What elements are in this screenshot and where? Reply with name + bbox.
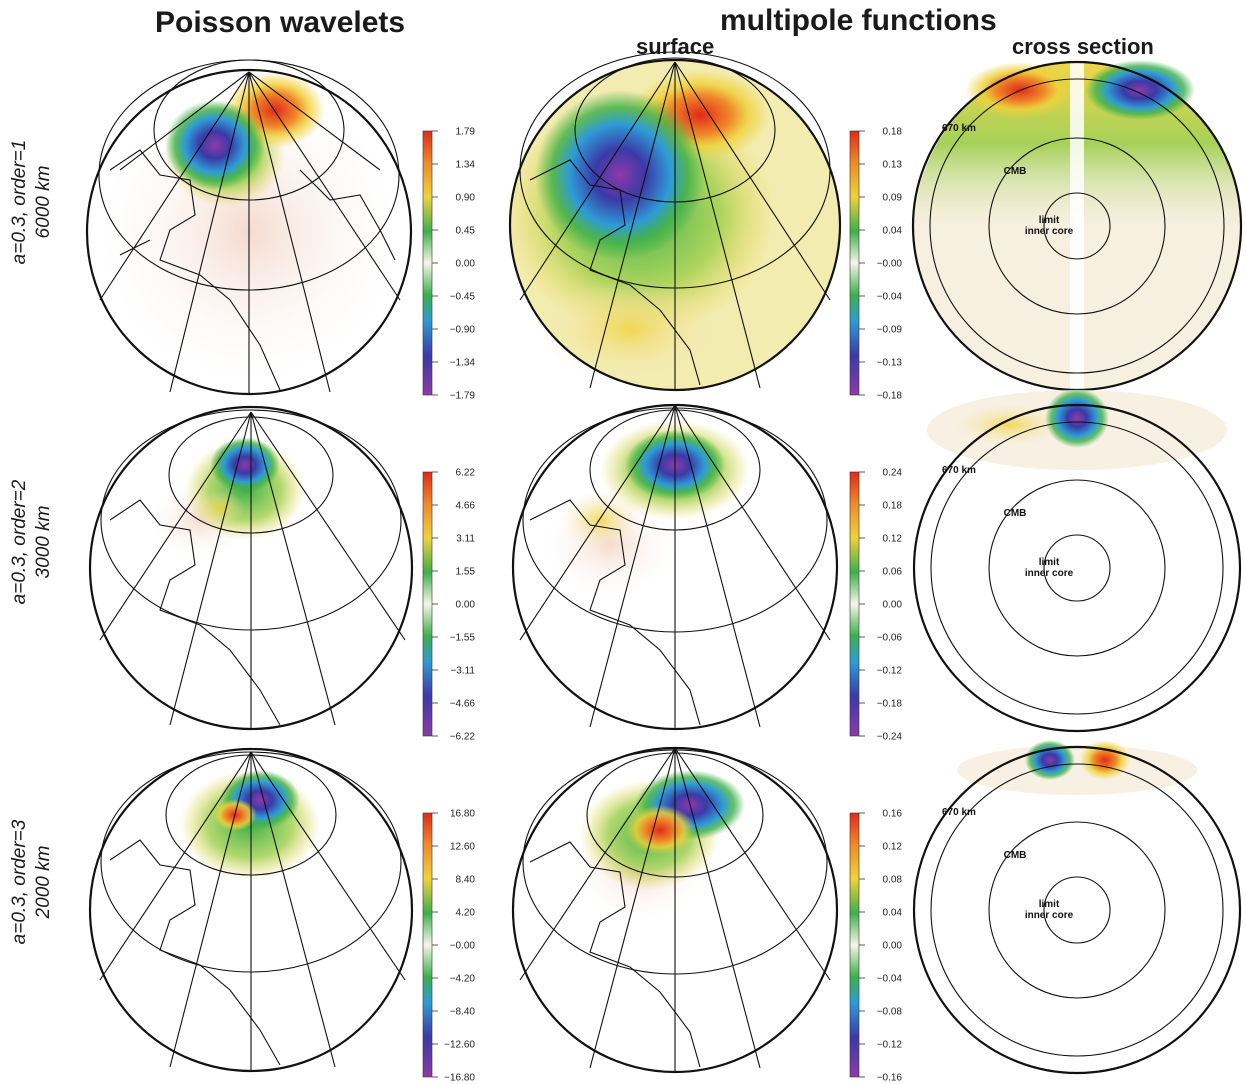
surface-title: surface — [636, 34, 715, 59]
colorbar-tick-label: −0.90 — [450, 325, 476, 336]
wavelet-globe-row2 — [88, 405, 414, 731]
wavelet-colorbar-row3: 16.80 12.60 8.40 4.20 −0.00 −4.20 −8.40 −12.60 −… — [422, 809, 476, 1084]
wavelet-globe-row3 — [88, 747, 414, 1073]
colorbar-tick-label: 0.12 — [883, 842, 903, 853]
colorbar-tick-label: −0.13 — [877, 358, 903, 369]
colorbar-tick-label: 0.90 — [456, 193, 476, 204]
colorbar-tick-label: −1.79 — [450, 391, 476, 402]
colorbar-tick-label: 0.18 — [883, 127, 903, 138]
colorbar-tick-label: 0.18 — [883, 501, 903, 512]
colorbar-ramp — [422, 812, 433, 1078]
colorbar-tick-label: −0.00 — [877, 259, 903, 270]
colorbar-tick-label: −1.34 — [450, 358, 476, 369]
colorbar-tick-label: 0.12 — [883, 534, 903, 545]
colorbar-tick-label: −0.09 — [877, 325, 903, 336]
label-limit: limit — [1039, 557, 1060, 568]
multipole-functions-title: multipole functions — [720, 4, 997, 37]
colorbar-tick-label: −8.40 — [450, 1007, 476, 1018]
multipole-colorbar-row2: 0.24 0.18 0.12 0.06 0.00 −0.06 −0.12 −0.18 −0.24 — [849, 468, 903, 743]
colorbar-tick-label: −0.12 — [877, 666, 903, 677]
colorbar-tick-label: −0.06 — [877, 633, 903, 644]
colorbar-tick-label: −6.22 — [450, 732, 476, 743]
colorbar-tick-label: 0.00 — [883, 600, 903, 611]
colorbar-tick-label: −12.60 — [444, 1040, 475, 1051]
multipole-globe-row1 — [505, 51, 842, 392]
colorbar-tick-label: −16.80 — [444, 1073, 475, 1084]
label-670km: 670 km — [942, 807, 976, 818]
label-cmb: CMB — [1004, 850, 1027, 861]
colorbar-tick-label: 0.16 — [883, 809, 903, 820]
colorbar-tick-label: −0.04 — [877, 292, 903, 303]
colorbar-tick-label: −0.04 — [877, 974, 903, 985]
colorbar-tick-label: 6.22 — [456, 468, 476, 479]
colorbar-tick-label: 0.45 — [456, 226, 476, 237]
colorbar-tick-label: 1.55 — [456, 567, 476, 578]
colorbar-tick-label: 0.04 — [883, 908, 903, 919]
colorbar-tick-label: 1.79 — [456, 127, 476, 138]
colorbar-tick-label: −0.08 — [877, 1007, 903, 1018]
colorbar-tick-label: 0.13 — [883, 160, 903, 171]
multipole-colorbar-row1: 0.18 0.13 0.09 0.04 −0.00 −0.04 −0.09 −0.13 −0.1… — [849, 127, 903, 402]
colorbar-ramp — [849, 812, 860, 1078]
colorbar-tick-label: 8.40 — [456, 875, 476, 886]
colorbar-tick-label: 0.08 — [883, 875, 903, 886]
label-inner-core: inner core — [1025, 568, 1074, 579]
poisson-wavelets-title: Poisson wavelets — [155, 6, 406, 39]
colorbar-ramp — [422, 471, 433, 737]
colorbar-tick-label: 0.00 — [456, 259, 476, 270]
cross-section-row1 — [911, 60, 1243, 392]
wavelet-colorbar-row1: 1.79 1.34 0.90 0.45 0.00 −0.45 −0.90 −1.34 −1.79 — [422, 127, 476, 402]
colorbar-tick-label: −0.18 — [877, 391, 903, 402]
label-cmb: CMB — [1004, 508, 1027, 519]
cross-section-title: cross section — [1012, 34, 1154, 59]
colorbar-tick-label: −0.12 — [877, 1040, 903, 1051]
label-limit: limit — [1039, 215, 1060, 226]
multipole-colorbar-row3: 0.16 0.12 0.08 0.04 0.00 −0.04 −0.08 −0.12 −0.16 — [849, 809, 903, 1084]
label-limit: limit — [1039, 899, 1060, 910]
colorbar-tick-label: 0.04 — [883, 226, 903, 237]
colorbars: 1.79 1.34 0.90 0.45 0.00 −0.45 −0.90 −1.34 −1.79… — [422, 127, 903, 1084]
colorbar-ramp — [849, 130, 860, 396]
colorbar-tick-label: 1.34 — [456, 160, 476, 171]
colorbar-ramp — [849, 471, 860, 737]
colorbar-tick-label: −0.00 — [450, 941, 476, 952]
label-670km: 670 km — [942, 465, 976, 476]
colorbar-tick-label: −0.24 — [877, 732, 903, 743]
colorbar-tick-label: 4.20 — [456, 908, 476, 919]
colorbar-tick-label: 0.06 — [883, 567, 903, 578]
multipole-globe-row3 — [511, 746, 839, 1074]
colorbar-tick-label: −3.11 — [450, 666, 475, 677]
colorbar-tick-label: 0.24 — [883, 468, 903, 479]
colorbar-ramp — [422, 130, 433, 396]
colorbar-tick-label: 0.00 — [883, 941, 903, 952]
colorbar-tick-label: 16.80 — [450, 809, 475, 820]
cross-section-row2 — [912, 388, 1242, 733]
colorbar-tick-label: −0.18 — [877, 699, 903, 710]
colorbar-tick-label: −1.55 — [450, 633, 476, 644]
colorbar-tick-label: −4.20 — [450, 974, 476, 985]
cross-section-row3 — [912, 740, 1242, 1075]
colorbar-tick-label: 0.09 — [883, 193, 903, 204]
wavelet-colorbar-row2: 6.22 4.66 3.11 1.55 0.00 −1.55 −3.11 −4.66 −6.22 — [422, 468, 476, 743]
colorbar-tick-label: −0.16 — [877, 1073, 903, 1084]
colorbar-tick-label: 3.11 — [456, 534, 475, 545]
colorbar-tick-label: −0.45 — [450, 292, 476, 303]
multipole-globe-row2 — [511, 403, 839, 731]
label-inner-core: inner core — [1025, 226, 1074, 237]
label-inner-core: inner core — [1025, 910, 1074, 921]
wavelet-globe-row1 — [85, 59, 413, 396]
label-670km: 670 km — [942, 123, 976, 134]
colorbar-tick-label: 0.00 — [456, 600, 476, 611]
label-cmb: CMB — [1004, 166, 1027, 177]
colorbar-tick-label: 4.66 — [456, 501, 476, 512]
colorbar-tick-label: −4.66 — [450, 699, 476, 710]
colorbar-tick-label: 12.60 — [450, 842, 475, 853]
